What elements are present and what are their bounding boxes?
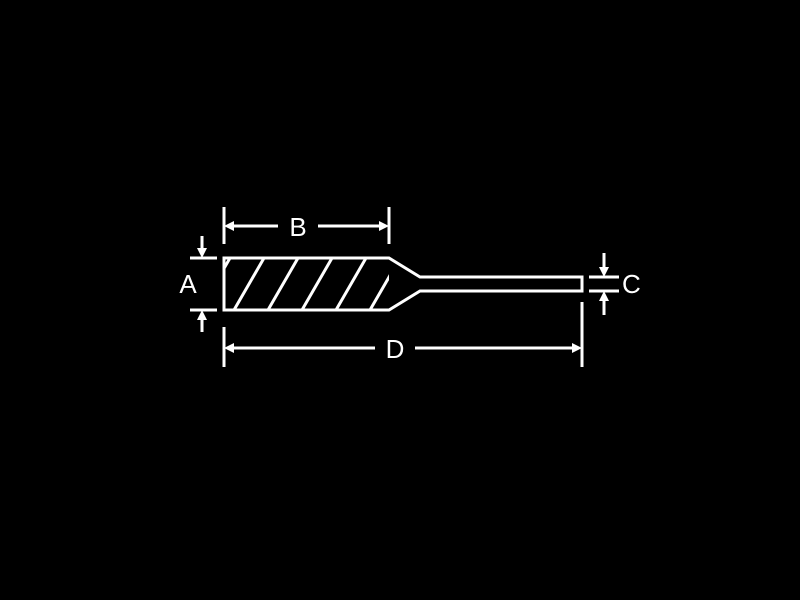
dim-label-a: A bbox=[179, 269, 197, 299]
burr-dimension-diagram: A B C D bbox=[0, 0, 800, 600]
dim-label-b: B bbox=[289, 212, 306, 242]
dim-label-c: C bbox=[622, 269, 641, 299]
dim-label-d: D bbox=[386, 334, 405, 364]
